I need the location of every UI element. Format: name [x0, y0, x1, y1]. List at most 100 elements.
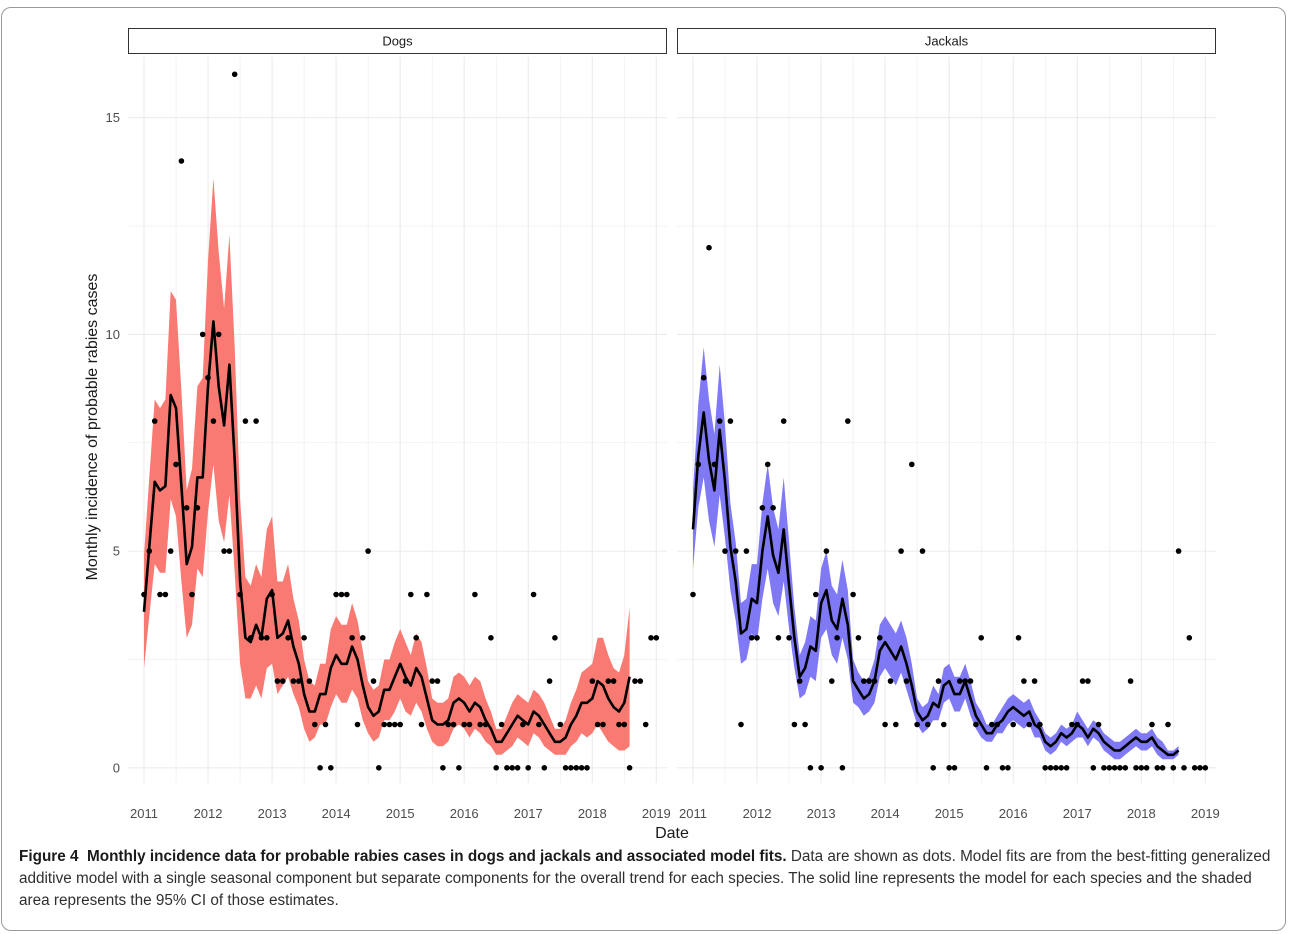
data-point — [626, 765, 633, 771]
x-tick-label: 2015 — [386, 806, 415, 821]
y-tick-label: 10 — [106, 327, 120, 342]
caption-title: Monthly incidence data for probable rabi… — [87, 848, 787, 865]
data-point — [237, 591, 243, 598]
data-point — [360, 635, 366, 641]
data-point — [700, 374, 707, 381]
data-point — [290, 678, 297, 684]
data-point — [807, 765, 814, 771]
data-point — [1042, 765, 1048, 771]
data-point — [600, 721, 606, 728]
data-point — [536, 721, 542, 728]
data-point — [328, 765, 334, 771]
data-point — [775, 635, 782, 641]
x-tick-label: 2014 — [871, 806, 900, 821]
data-point — [151, 418, 158, 424]
data-point — [466, 721, 473, 728]
x-tick-label: 2012 — [743, 806, 772, 821]
data-point — [861, 678, 867, 684]
data-point — [306, 678, 313, 684]
data-point — [1181, 765, 1187, 771]
facet-label-jackals: Jackals — [925, 34, 969, 49]
data-point — [546, 678, 553, 684]
data-point — [946, 765, 952, 771]
data-point — [498, 721, 505, 728]
data-point — [568, 765, 574, 771]
data-point — [1047, 765, 1054, 771]
data-point — [1111, 765, 1118, 771]
data-point — [488, 635, 494, 641]
data-point — [962, 678, 968, 684]
data-point — [642, 721, 649, 728]
data-point — [1165, 721, 1171, 728]
data-point — [882, 721, 888, 728]
data-point — [477, 721, 484, 728]
data-point — [504, 765, 510, 771]
data-point — [935, 678, 942, 684]
data-point — [1154, 765, 1161, 771]
data-point — [280, 678, 286, 684]
data-point — [1175, 548, 1182, 554]
data-point — [1191, 765, 1198, 771]
data-point — [349, 635, 355, 641]
data-point — [562, 765, 569, 771]
x-axis-title: Date — [655, 825, 689, 842]
data-point — [1037, 721, 1043, 728]
y-tick-label: 0 — [113, 760, 120, 775]
x-tick-label: 2019 — [1191, 806, 1220, 821]
y-axis-title: Monthly incidence of probable rabies cas… — [84, 274, 101, 581]
data-point — [1101, 765, 1107, 771]
ci-band-jackals — [693, 347, 1179, 760]
x-tick-label: 2016 — [999, 806, 1028, 821]
figure-caption: Figure 4 Monthly incidence data for prob… — [19, 846, 1274, 912]
data-point — [930, 765, 936, 771]
data-point — [472, 591, 478, 598]
data-point — [440, 765, 446, 771]
data-point — [738, 721, 744, 728]
data-point — [141, 591, 147, 598]
data-point — [732, 548, 739, 554]
data-point — [941, 721, 947, 728]
data-point — [344, 591, 350, 598]
data-point — [887, 678, 894, 684]
data-point — [386, 721, 393, 728]
data-point — [189, 591, 195, 598]
data-point — [903, 678, 910, 684]
data-point — [183, 505, 190, 511]
data-point — [365, 548, 371, 554]
x-tick-label: 2016 — [450, 806, 479, 821]
data-point — [514, 765, 521, 771]
data-point — [690, 591, 696, 598]
data-point — [823, 548, 830, 554]
data-point — [247, 635, 254, 641]
data-point — [1133, 765, 1139, 771]
data-point — [1053, 765, 1059, 771]
data-point — [791, 721, 798, 728]
data-point — [866, 678, 872, 684]
data-point — [594, 721, 601, 728]
data-point — [829, 678, 835, 684]
data-point — [722, 548, 728, 554]
data-point — [226, 548, 233, 554]
data-point — [584, 765, 590, 771]
data-point — [525, 765, 531, 771]
x-tick-label: 2013 — [807, 806, 836, 821]
data-point — [1106, 765, 1113, 771]
data-point — [834, 635, 840, 641]
data-point — [967, 678, 974, 684]
data-point — [802, 721, 808, 728]
data-point — [456, 765, 462, 771]
data-point — [215, 331, 222, 338]
data-point — [210, 418, 217, 424]
data-point — [648, 635, 654, 641]
figure-label: Figure 4 — [19, 848, 79, 865]
data-point — [354, 721, 361, 728]
data-point — [925, 721, 931, 728]
caption-body: Data are shown as dots. Model fits are f… — [19, 848, 1271, 909]
data-point — [845, 418, 851, 424]
data-point — [1170, 765, 1177, 771]
data-point — [434, 678, 441, 684]
x-tick-label: 2011 — [130, 806, 158, 821]
data-point — [402, 678, 409, 684]
data-point — [493, 765, 500, 771]
data-point — [653, 635, 660, 641]
